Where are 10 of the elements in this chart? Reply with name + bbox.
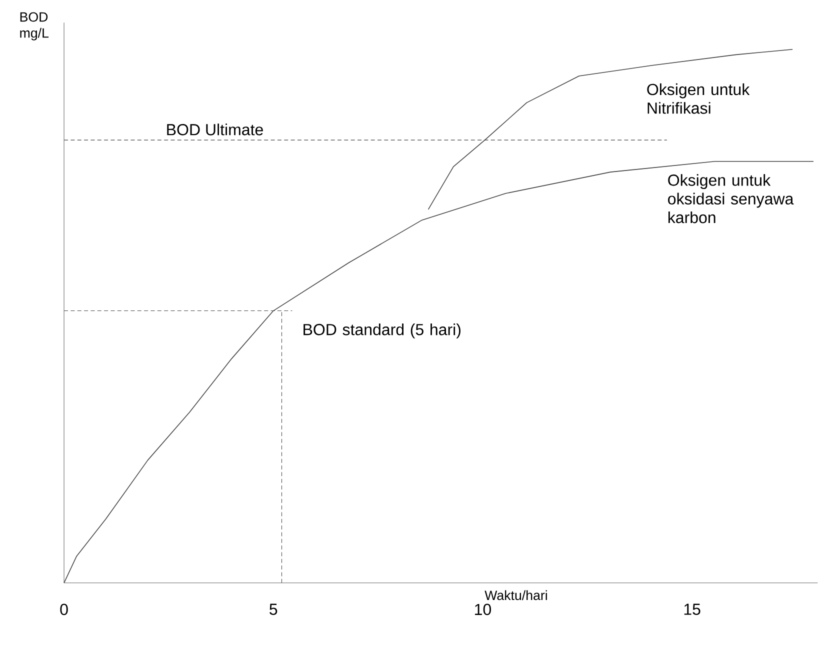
x-tick-label: 5	[270, 604, 278, 615]
series-label: Oksigen untuk Nitrifikasi	[647, 83, 750, 114]
x-axis-title: Waktu/hari	[484, 590, 547, 600]
series-label: Oksigen untuk oksidasi senyawa karbon	[668, 174, 794, 224]
ref-line-label: BOD standard (5 hari)	[304, 324, 460, 338]
x-tick-label: 15	[684, 604, 700, 615]
x-tick-label: 10	[475, 604, 491, 616]
y-axis-title: BOD mg/L	[20, 12, 49, 40]
ref-line-label: BOD Ultimate	[167, 124, 263, 136]
x-tick-label: 0	[60, 604, 68, 616]
